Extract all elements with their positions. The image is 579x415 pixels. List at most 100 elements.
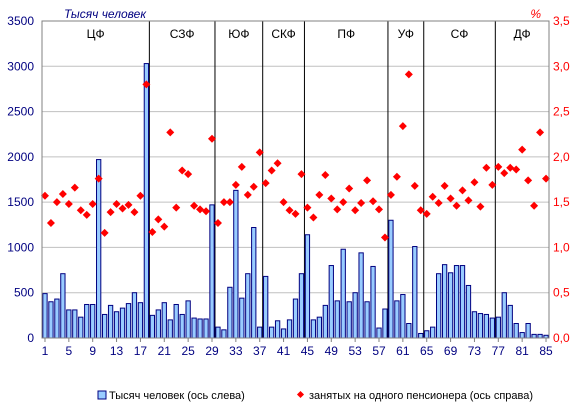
axis-layer: 0 0,0 500 0,5 1000 1,0 1500 1,5 2000 2,0 2500 2,5 30… — [7, 14, 570, 358]
marker-point — [267, 166, 276, 175]
x-tick-label: 61 — [396, 344, 410, 358]
marker-point — [315, 190, 324, 199]
bar — [60, 273, 66, 339]
region-label: СКФ — [271, 27, 295, 41]
bar — [477, 313, 484, 339]
marker-point — [452, 201, 461, 210]
x-tick-label: 21 — [158, 344, 172, 358]
marker-point — [46, 218, 55, 227]
marker-point — [375, 205, 384, 214]
bar — [107, 304, 114, 339]
left-tick-label: 0 — [27, 331, 34, 345]
region-label: УФ — [398, 27, 414, 41]
x-tick-label: 41 — [277, 344, 291, 358]
x-tick-label: 33 — [229, 344, 243, 358]
region-label: ЦФ — [87, 27, 105, 41]
x-tick-label: 73 — [468, 344, 482, 358]
marker-point — [190, 201, 199, 210]
bar — [90, 303, 96, 339]
bar — [209, 204, 215, 339]
bar — [412, 246, 418, 339]
bar — [42, 293, 48, 339]
right-tick-label: 1,5 — [553, 195, 570, 209]
marker-point — [82, 210, 91, 219]
region-layer: ЦФ СЗФ ЮФ СКФ ПФ УФ СФ ДФ — [87, 21, 531, 338]
bar — [113, 311, 120, 339]
marker-point — [494, 162, 503, 171]
marker-point — [524, 176, 533, 185]
region-label: ЮФ — [228, 27, 249, 41]
marker-point — [285, 206, 294, 215]
bar — [84, 303, 90, 339]
x-tick-label: 29 — [205, 344, 219, 358]
bar — [310, 319, 317, 339]
bar — [292, 298, 299, 339]
marker-point — [118, 204, 127, 213]
marker-point — [297, 170, 306, 179]
bar — [286, 319, 293, 339]
marker-point — [225, 198, 234, 207]
right-axis-unit: % — [530, 7, 541, 21]
legend-marker-label: занятых на одного пенсионера (ось справа… — [309, 390, 533, 402]
marker-point — [321, 170, 330, 179]
marker-point — [40, 191, 49, 200]
x-tick-label: 45 — [301, 344, 315, 358]
bar — [268, 326, 275, 339]
bar — [531, 333, 537, 339]
marker-point — [58, 189, 67, 198]
bar — [161, 302, 167, 339]
bar — [54, 298, 60, 339]
bar — [370, 265, 376, 339]
bar — [459, 265, 466, 339]
left-tick-label: 2000 — [7, 150, 34, 164]
marker-point — [112, 199, 121, 208]
marker-point — [392, 172, 401, 181]
left-tick-label: 1000 — [7, 240, 34, 254]
bar — [239, 297, 245, 339]
region-label: ДФ — [514, 27, 531, 41]
region-label: СЗФ — [170, 27, 195, 41]
bar — [501, 292, 507, 339]
bar — [447, 272, 454, 339]
marker-point — [518, 145, 527, 154]
marker-point — [213, 218, 222, 227]
bar — [507, 304, 513, 339]
marker-point — [196, 205, 205, 214]
marker-point — [470, 178, 479, 187]
bar — [221, 329, 227, 339]
bar — [436, 273, 442, 339]
bar — [149, 314, 155, 339]
bar — [376, 327, 382, 339]
marker-point — [446, 194, 455, 203]
right-tick-label: 1,0 — [553, 240, 570, 254]
marker-point — [249, 182, 258, 191]
x-tick-label: 81 — [515, 344, 529, 358]
marker-point — [243, 190, 252, 199]
marker-point — [184, 170, 193, 179]
marker-point — [136, 191, 145, 200]
grid-layer — [42, 20, 549, 294]
marker-point — [303, 203, 312, 212]
marker-point — [219, 198, 228, 207]
marker-point — [202, 207, 211, 216]
bar — [119, 307, 126, 339]
marker-point — [357, 199, 366, 208]
bar — [489, 317, 495, 339]
marker-point — [70, 183, 79, 192]
bar — [465, 284, 472, 339]
marker-point — [166, 128, 175, 137]
left-tick-label: 3500 — [7, 14, 34, 28]
marker-point — [482, 163, 491, 172]
right-tick-label: 2,5 — [553, 105, 570, 119]
marker-point — [154, 215, 163, 224]
bar — [334, 300, 340, 339]
bar — [316, 316, 323, 339]
marker-point — [434, 199, 443, 208]
marker-point — [404, 70, 413, 79]
x-tick-label: 17 — [134, 344, 148, 358]
marker-point — [345, 184, 354, 193]
bar — [340, 248, 346, 339]
bar — [388, 219, 394, 339]
